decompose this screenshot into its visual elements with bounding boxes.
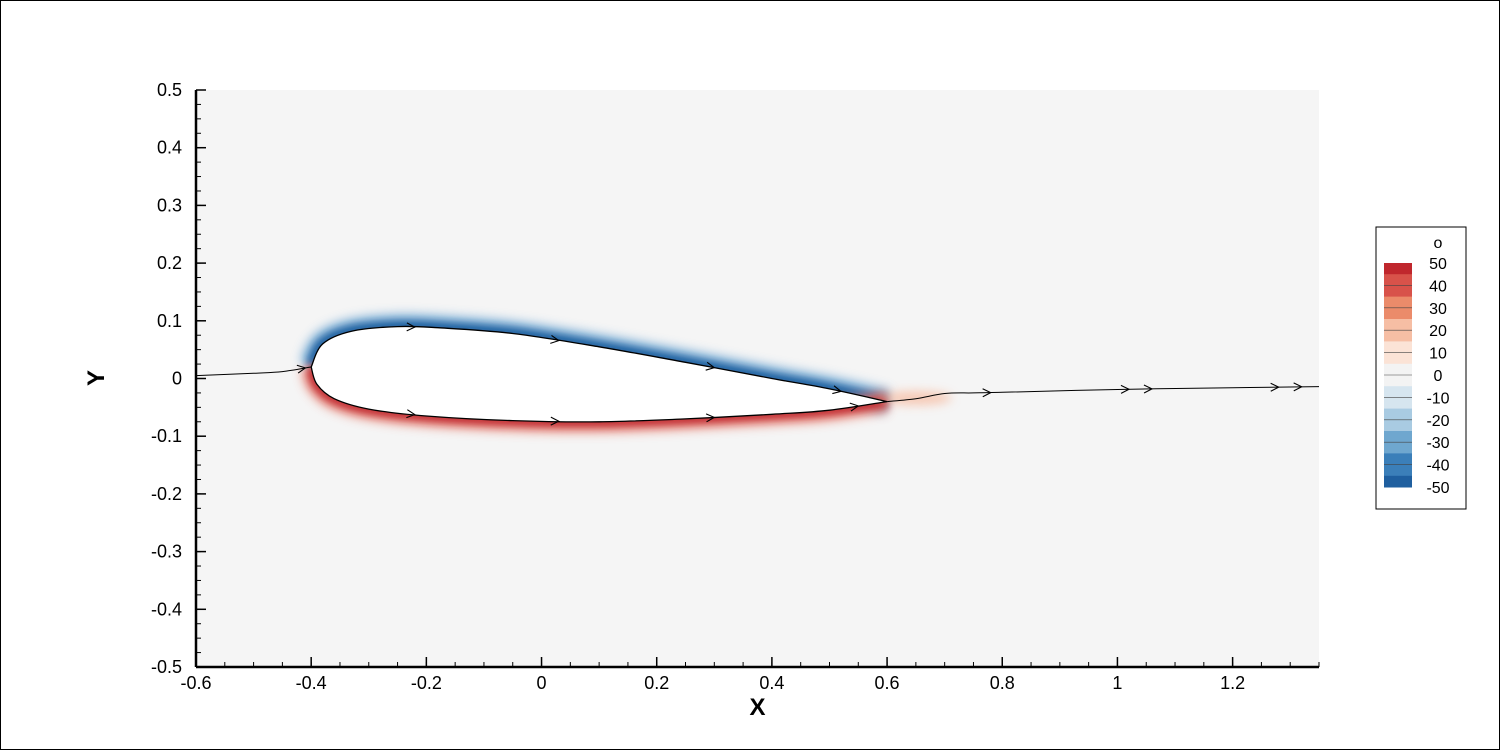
x-axis-title: X [749, 694, 765, 721]
streamline-arrow [705, 361, 716, 371]
legend-level-label: -10 [1426, 390, 1449, 407]
y-tick-label: 0.2 [157, 253, 182, 273]
legend-swatch [1384, 375, 1412, 387]
y-tick-label: -0.3 [151, 542, 182, 562]
x-tick-label: -0.4 [296, 673, 327, 693]
legend-swatch [1384, 442, 1412, 454]
airfoil-body [310, 325, 888, 423]
legend-swatch [1384, 296, 1412, 309]
y-tick-label: -0.2 [151, 484, 182, 504]
legend-swatch [1384, 341, 1412, 354]
streamline [887, 386, 1320, 403]
x-tick-label: 0.4 [759, 673, 784, 693]
legend-swatch [1384, 274, 1412, 286]
legend-swatch [1384, 397, 1412, 410]
legend-level-label: 40 [1429, 278, 1447, 295]
y-tick-label: 0.1 [157, 311, 182, 331]
legend-level-label: -40 [1426, 458, 1449, 475]
y-tick-label: 0 [172, 369, 182, 389]
legend-title: o [1434, 235, 1443, 252]
x-tick-label: 1.2 [1220, 673, 1245, 693]
legend-swatch [1384, 307, 1412, 320]
streamline-arrow [550, 416, 561, 426]
x-tick-label: 1 [1112, 673, 1122, 693]
x-tick-label: 0.2 [644, 673, 669, 693]
legend-level-label: 20 [1429, 323, 1447, 340]
wake-shear-layer [879, 391, 952, 406]
x-tick-label: 0.6 [875, 673, 900, 693]
legend-swatch [1384, 352, 1412, 365]
legend-swatch [1384, 431, 1412, 443]
legend-level-label: 10 [1429, 346, 1447, 363]
legend-level-label: 0 [1434, 368, 1443, 385]
streamline-arrow [406, 409, 417, 419]
streamline-arrow [832, 385, 843, 395]
legend-level-label: 30 [1429, 301, 1447, 318]
legend-swatch [1384, 475, 1412, 488]
y-axis-title: Y [83, 370, 110, 386]
legend-swatch [1384, 419, 1412, 432]
streamline-arrow [296, 364, 307, 374]
x-tick-label: 0.8 [990, 673, 1015, 693]
y-tick-label: 0.5 [157, 80, 182, 100]
streamline-arrow [1293, 382, 1303, 392]
streamline-arrow [705, 413, 716, 423]
legend-level-label: -50 [1426, 480, 1449, 497]
y-tick-label: 0.4 [157, 138, 182, 158]
streamline-arrow [550, 334, 561, 344]
legend-level-label: -20 [1426, 413, 1449, 430]
x-tick-label: -0.6 [180, 673, 211, 693]
x-tick-label: 0 [537, 673, 547, 693]
y-tick-label: -0.1 [151, 426, 182, 446]
legend-swatch [1384, 386, 1412, 398]
legend-swatch [1384, 330, 1412, 342]
y-tick-label: -0.5 [151, 657, 182, 677]
legend-swatch [1384, 319, 1412, 331]
y-tick-label: 0.3 [157, 195, 182, 215]
streamline-arrow [1270, 382, 1280, 392]
streamline-arrow [982, 388, 992, 398]
streamline-arrow [849, 402, 860, 412]
streamline [195, 366, 312, 377]
x-tick-label: -0.2 [411, 673, 442, 693]
legend-swatch [1384, 453, 1412, 466]
legend-swatch [1384, 285, 1412, 298]
legend-swatch [1384, 408, 1412, 421]
legend-level-label: 50 [1429, 256, 1447, 273]
streamline-arrow [1120, 384, 1131, 394]
streamline-arrow [1143, 384, 1154, 394]
legend-swatch [1384, 363, 1412, 376]
legend-level-label: -30 [1426, 435, 1449, 452]
streamline-arrow [406, 322, 417, 332]
legend-swatch [1384, 464, 1412, 477]
legend-swatch [1384, 263, 1412, 275]
y-tick-label: -0.4 [151, 599, 182, 619]
